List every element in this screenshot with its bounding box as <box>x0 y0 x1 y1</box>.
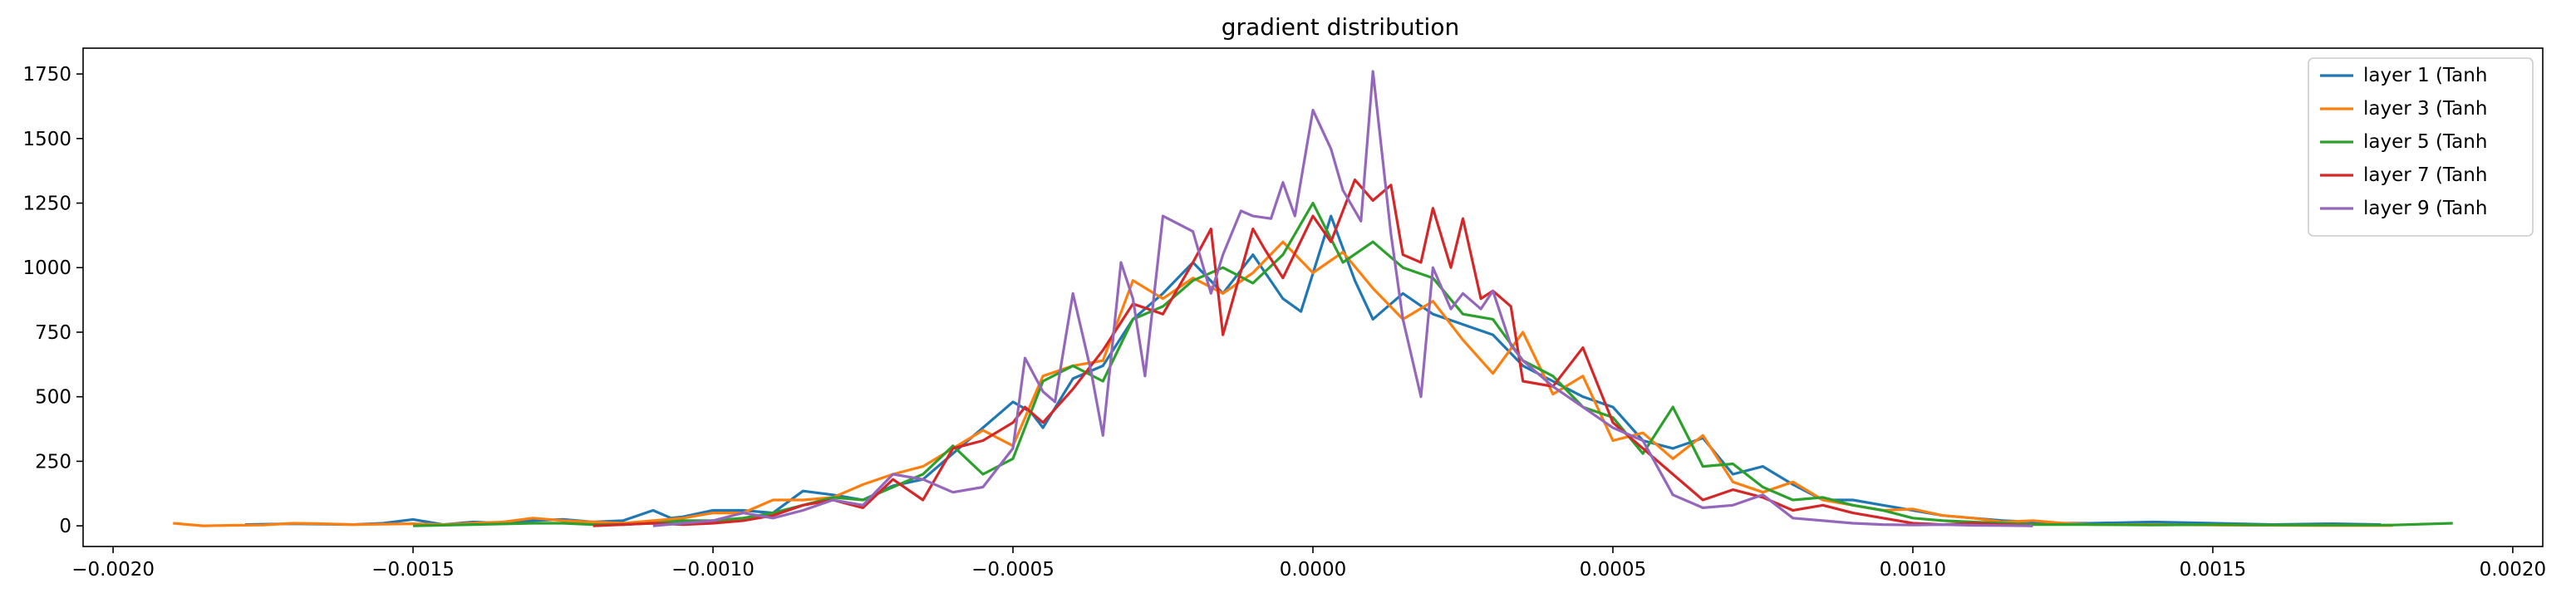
legend-label: layer 7 (Tanh <box>2363 164 2487 186</box>
legend-label: layer 5 (Tanh <box>2363 131 2487 153</box>
x-tick-label: 0.0020 <box>2480 559 2546 581</box>
series-line-5 <box>652 70 2033 527</box>
legend-box <box>2308 57 2534 237</box>
x-tick-label: 0.0015 <box>2180 559 2246 581</box>
series-line-4 <box>592 178 2033 527</box>
legend-label: layer 1 (Tanh <box>2363 65 2487 86</box>
legend: layer 1 (Tanh layer 3 (Tanh layer 5 (Tanh l… <box>2308 57 2534 237</box>
plot-frame <box>82 47 2544 547</box>
y-tick-label: 1500 <box>22 129 71 150</box>
y-tick-label: 1750 <box>22 64 71 86</box>
y-tick-label: 750 <box>35 322 71 344</box>
y-axis: 0 250 500 750 1000 1250 1500 1750 <box>22 64 83 537</box>
series-line-2 <box>173 240 2393 527</box>
x-tick-label: 0.0005 <box>1580 559 1646 581</box>
legend-label: layer 3 (Tanh <box>2363 98 2487 120</box>
y-tick-label: 500 <box>35 387 71 409</box>
x-tick-label: −0.0010 <box>671 559 755 581</box>
series-line-3 <box>413 201 2453 527</box>
y-tick-label: 1000 <box>22 257 71 279</box>
series-layer <box>173 70 2453 527</box>
chart-title: gradient distribution <box>1222 13 1459 41</box>
x-tick-label: 0.0000 <box>1280 559 1346 581</box>
legend-label: layer 9 (Tanh <box>2363 198 2487 219</box>
y-tick-label: 250 <box>35 451 71 473</box>
y-tick-label: 1250 <box>22 194 71 215</box>
x-tick-label: −0.0005 <box>971 559 1054 581</box>
x-tick-label: 0.0010 <box>1880 559 1946 581</box>
x-tick-label: −0.0020 <box>71 559 155 581</box>
x-axis: −0.0020 −0.0015 −0.0010 −0.0005 0.0000 0.0005… <box>71 546 2546 581</box>
series-line-1 <box>244 214 2382 527</box>
y-tick-label: 0 <box>59 516 71 537</box>
x-tick-label: −0.0015 <box>371 559 455 581</box>
